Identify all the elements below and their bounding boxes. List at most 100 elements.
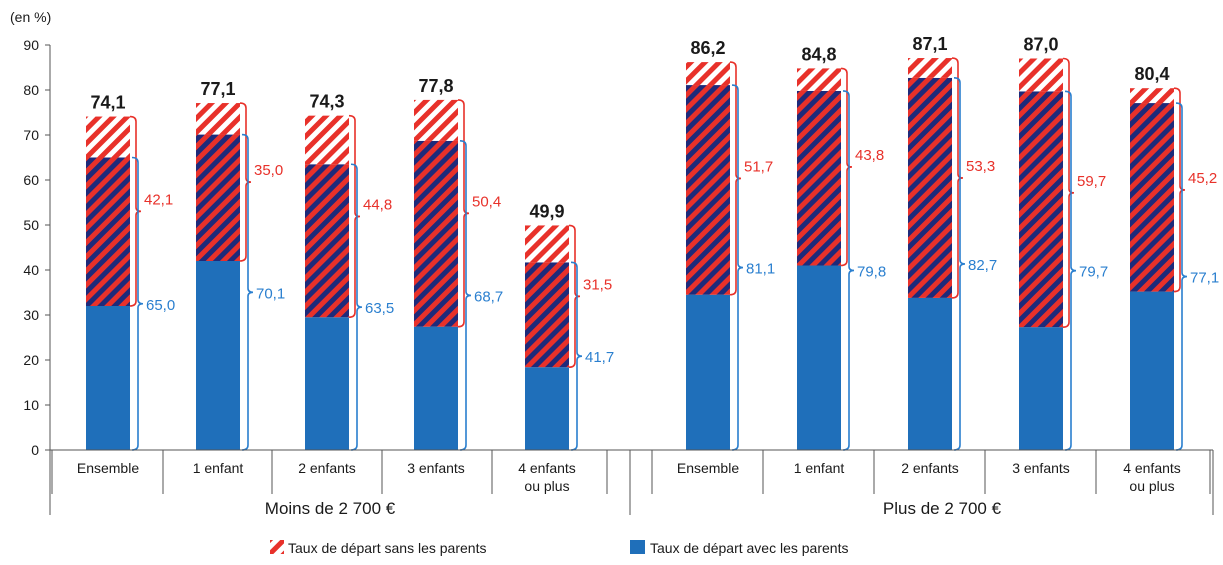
bar-segment-overlap	[797, 90, 841, 266]
bar-stack: 77,8 50,4 68,7	[414, 76, 503, 451]
red-value-label: 42,1	[144, 191, 173, 208]
bar-segment-red	[908, 58, 952, 78]
bars: 74,1 42,1 65,0 77,1 35,0 70,1 74,3 44,8 63,5 77,8…	[86, 34, 1219, 451]
bar-segment-blue	[797, 265, 841, 450]
category-label: 3 enfants	[407, 460, 465, 476]
bar-segment-overlap	[1130, 103, 1174, 292]
y-axis: 0 10 20 30 40 50 60 70 80 90	[23, 37, 51, 458]
legend-item-with-parents: Taux de départ avec les parents	[630, 540, 848, 556]
bracket-blue	[241, 133, 254, 451]
bracket-red	[951, 57, 964, 299]
bracket-blue	[1175, 102, 1188, 451]
y-tick-label: 50	[23, 217, 39, 233]
bar-stack: 87,0 59,7 79,7	[1019, 35, 1108, 451]
category-label: 4 enfants	[518, 460, 576, 476]
bar-stack: 74,1 42,1 65,0	[86, 93, 175, 451]
blue-value-label: 82,7	[968, 257, 997, 274]
red-value-label: 50,4	[472, 193, 501, 210]
total-value-label: 49,9	[529, 201, 564, 221]
bar-segment-blue	[525, 367, 569, 450]
bar-stack: 49,9 31,5 41,7	[525, 201, 614, 451]
y-tick-label: 40	[23, 262, 39, 278]
category-label: 2 enfants	[901, 460, 959, 476]
bracket-red	[729, 61, 742, 296]
bar-segment-blue	[1019, 327, 1063, 450]
red-value-label: 44,8	[363, 196, 392, 213]
group-label: Plus de 2 700 €	[883, 499, 1002, 518]
y-tick-label: 20	[23, 352, 39, 368]
bar-segment-overlap	[86, 157, 130, 306]
bar-segment-blue	[1130, 291, 1174, 450]
y-tick-label: 0	[31, 442, 39, 458]
bracket-blue	[459, 140, 472, 451]
bar-stack: 87,1 53,3 82,7	[908, 34, 997, 451]
bar-segment-blue	[196, 261, 240, 450]
red-value-label: 31,5	[583, 276, 612, 293]
bar-segment-red	[797, 68, 841, 91]
category-label: Ensemble	[77, 460, 139, 476]
y-tick-label: 60	[23, 172, 39, 188]
category-label: 3 enfants	[1012, 460, 1070, 476]
bar-segment-overlap	[414, 140, 458, 327]
bracket-red	[568, 224, 581, 368]
bracket-red	[1062, 57, 1075, 328]
bar-stack: 86,2 51,7 81,1	[686, 38, 775, 451]
bracket-blue	[570, 261, 583, 451]
blue-value-label: 79,7	[1079, 264, 1108, 281]
bar-segment-overlap	[1019, 91, 1063, 328]
category-label: ou plus	[524, 478, 569, 494]
red-value-label: 35,0	[254, 162, 283, 179]
bracket-red	[1173, 87, 1186, 293]
bar-segment-red	[1130, 88, 1174, 104]
category-label: 1 enfant	[193, 460, 244, 476]
total-value-label: 80,4	[1134, 64, 1169, 84]
total-value-label: 87,0	[1023, 35, 1058, 55]
category-label: 2 enfants	[298, 460, 356, 476]
category-label: ou plus	[1129, 478, 1174, 494]
x-axis: Moins de 2 700 € Ensemble 1 enfant 2 enfant…	[49, 449, 1214, 518]
y-tick-label: 10	[23, 397, 39, 413]
bar-stack: 80,4 45,2 77,1	[1130, 64, 1219, 451]
bar-segment-blue	[908, 297, 952, 450]
red-value-label: 51,7	[744, 158, 773, 175]
blue-value-label: 77,1	[1190, 270, 1219, 287]
bar-segment-overlap	[908, 77, 952, 298]
legend-label: Taux de départ avec les parents	[650, 540, 848, 556]
bar-segment-overlap	[525, 262, 569, 368]
legend-swatch-red	[270, 540, 284, 554]
legend-swatch-blue	[630, 540, 645, 554]
red-value-label: 59,7	[1077, 173, 1106, 190]
blue-value-label: 81,1	[746, 261, 775, 278]
y-tick-label: 30	[23, 307, 39, 323]
group-label: Moins de 2 700 €	[265, 499, 396, 518]
blue-value-label: 63,5	[365, 300, 394, 317]
bar-segment-overlap	[686, 85, 730, 295]
red-value-label: 53,3	[966, 158, 995, 175]
bracket-red	[457, 99, 470, 328]
bar-segment-blue	[86, 306, 130, 450]
blue-value-label: 68,7	[474, 288, 503, 305]
blue-value-label: 41,7	[585, 349, 614, 366]
blue-value-label: 70,1	[256, 285, 285, 302]
bracket-red	[348, 114, 361, 319]
category-label: Ensemble	[677, 460, 739, 476]
total-value-label: 77,8	[418, 76, 453, 96]
bracket-red	[129, 115, 142, 307]
legend: Taux de départ sans les parents Taux de d…	[270, 540, 848, 556]
total-value-label: 87,1	[912, 34, 947, 54]
total-value-label: 77,1	[200, 79, 235, 99]
bar-segment-blue	[414, 326, 458, 450]
legend-label: Taux de départ sans les parents	[288, 540, 486, 556]
category-label: 1 enfant	[794, 460, 845, 476]
red-value-label: 45,2	[1188, 170, 1217, 187]
bracket-blue	[731, 84, 744, 451]
bar-segment-red	[86, 116, 130, 158]
bar-segment-red	[525, 225, 569, 263]
bar-stack: 77,1 35,0 70,1	[196, 79, 285, 451]
bar-segment-red	[305, 115, 349, 165]
y-tick-label: 90	[23, 37, 39, 53]
bar-segment-red	[414, 99, 458, 141]
legend-item-without-parents: Taux de départ sans les parents	[270, 540, 486, 556]
total-value-label: 86,2	[690, 38, 725, 58]
